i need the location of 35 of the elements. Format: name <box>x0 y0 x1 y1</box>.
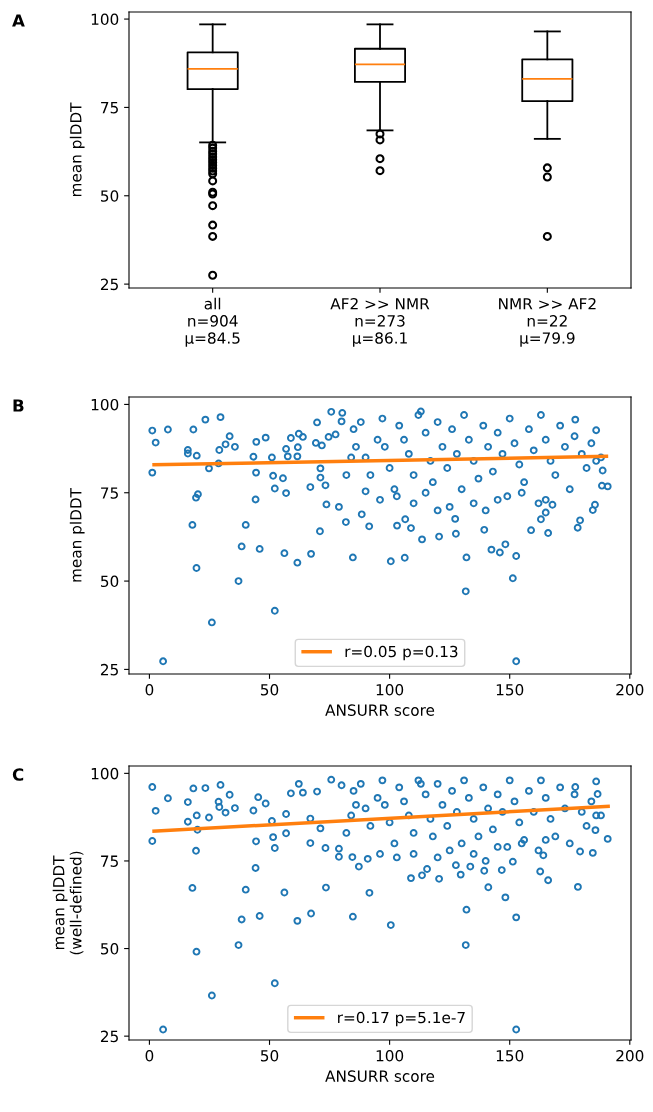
x-tick-label: 100 <box>376 683 404 696</box>
x-tick-label: 200 <box>616 1049 644 1062</box>
chart-title: B <box>13 399 24 412</box>
x-tick-label: NMR >> AF2 n=22 μ=79.9 <box>499 297 596 347</box>
legend-label: r=0.17 p=5.1e-7 <box>338 1011 465 1027</box>
x-tick-label: 0 <box>145 683 154 696</box>
x-tick-label: 100 <box>376 1049 404 1062</box>
legend-label: r=0.05 p=0.13 <box>345 645 458 661</box>
y-tick-label: 50 <box>101 575 119 588</box>
x-tick-label: 150 <box>496 1049 524 1062</box>
chart-title: C <box>12 768 24 781</box>
y-tick-label: 100 <box>91 398 119 411</box>
y-tick-label: 25 <box>100 663 118 676</box>
x-tick-label: all n=904 μ=84.5 <box>185 297 240 347</box>
y-axis-title: mean plDDT <box>69 102 85 197</box>
y-tick-label: 50 <box>101 190 119 202</box>
x-tick-label: 50 <box>260 1049 279 1062</box>
y-tick-label: 75 <box>101 102 118 114</box>
x-axis-title: ANSURR score <box>325 704 435 716</box>
y-axis-title: mean plDDT (well-defined) <box>52 851 84 955</box>
x-tick-label: 200 <box>616 683 644 696</box>
x-tick-label: 150 <box>496 683 524 696</box>
x-tick-label: 50 <box>260 683 279 696</box>
y-tick-label: 25 <box>100 1030 118 1043</box>
x-tick-label: AF2 >> NMR n=273 μ=86.1 <box>330 297 430 347</box>
x-axis-title: ANSURR score <box>325 1070 435 1082</box>
y-tick-label: 75 <box>101 855 118 867</box>
chart-title: A <box>12 14 25 27</box>
y-tick-label: 50 <box>101 943 119 955</box>
x-tick-label: 0 <box>145 1049 154 1062</box>
y-axis-title: mean plDDT <box>69 487 85 582</box>
y-tick-label: 100 <box>91 767 119 780</box>
y-tick-label: 75 <box>101 487 118 499</box>
y-tick-label: 25 <box>100 278 118 291</box>
y-tick-label: 100 <box>91 13 119 26</box>
